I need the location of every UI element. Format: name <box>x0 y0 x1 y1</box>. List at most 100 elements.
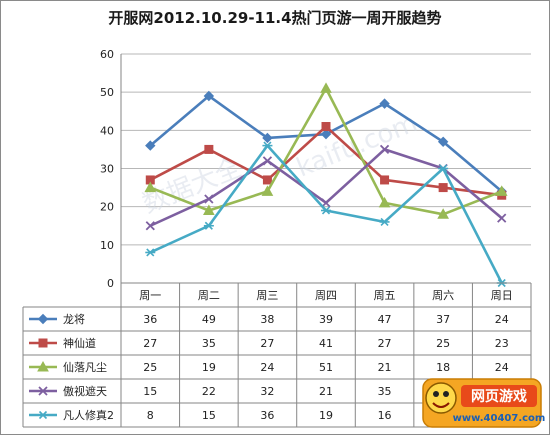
series-3 <box>144 82 508 219</box>
legend-label: 凡人修真2 <box>63 408 114 422</box>
y-tick-label: 20 <box>100 201 114 214</box>
legend-label: 龙将 <box>63 313 85 326</box>
site-badge: 网页游戏 www.40407.com <box>422 378 546 428</box>
x-category-label: 周四 <box>315 289 337 302</box>
data-point <box>379 144 390 155</box>
data-point <box>378 196 391 208</box>
data-point <box>262 141 273 150</box>
table-cell: 41 <box>319 337 333 350</box>
data-point <box>203 90 215 102</box>
table-cell: 38 <box>260 313 274 326</box>
y-tick-label: 40 <box>100 124 114 137</box>
data-point <box>320 128 332 140</box>
table-cell: 49 <box>202 313 216 326</box>
series-layer <box>144 82 508 288</box>
data-point <box>321 122 331 132</box>
table-cell: 15 <box>143 385 157 398</box>
data-point <box>145 248 156 257</box>
table-cell: 32 <box>260 385 274 398</box>
table-cell: 47 <box>378 313 392 326</box>
chart-title: 开服网2012.10.29-11.4热门页游一周开服趋势 <box>108 9 441 27</box>
table-cell: 19 <box>319 409 333 422</box>
legend-key <box>29 410 57 420</box>
table-cell: 24 <box>495 361 509 374</box>
data-point <box>262 175 272 185</box>
legend-key <box>29 386 57 396</box>
data-point <box>145 140 156 151</box>
mascot-mouth <box>432 402 450 408</box>
data-point-stroke <box>38 410 48 420</box>
data-point <box>37 313 49 325</box>
legend-key <box>29 360 57 372</box>
data-point <box>203 204 215 215</box>
x-category-label: 周二 <box>198 289 220 302</box>
data-point <box>145 221 155 231</box>
y-tick-label: 0 <box>107 277 114 290</box>
data-point-stroke <box>379 144 390 155</box>
badge-title: 网页游戏 <box>471 388 527 405</box>
data-point <box>497 213 507 223</box>
x-category-label: 周五 <box>374 289 396 302</box>
data-point-stroke <box>321 198 331 208</box>
data-point-stroke <box>263 141 272 150</box>
data-point <box>204 144 214 154</box>
table-cell: 16 <box>378 409 392 422</box>
table-cell: 35 <box>378 385 392 398</box>
data-point <box>437 208 449 219</box>
y-tick-label: 50 <box>100 86 114 99</box>
data-point <box>438 164 449 173</box>
data-point <box>321 206 331 215</box>
table-cell: 18 <box>436 361 450 374</box>
series-1 <box>145 90 507 197</box>
data-point <box>380 175 390 185</box>
data-point <box>203 221 214 230</box>
data-point <box>379 98 390 109</box>
table-cell: 36 <box>260 409 274 422</box>
table-cell: 36 <box>143 313 157 326</box>
data-point <box>261 185 274 196</box>
mascot-icon <box>425 382 457 414</box>
data-point-stroke <box>439 164 448 173</box>
data-point <box>438 183 448 193</box>
table-cell: 24 <box>260 361 274 374</box>
legend-label: 神仙道 <box>63 336 96 350</box>
data-point <box>37 360 49 372</box>
table-cell: 39 <box>319 313 333 326</box>
mascot-eye-right <box>443 391 449 397</box>
table-cell: 19 <box>202 361 216 374</box>
series-2 <box>145 122 507 200</box>
badge-url: www.40407.com <box>453 413 546 424</box>
table-cell: 35 <box>202 337 216 350</box>
data-point <box>38 386 48 396</box>
legend-label: 傲视遮天 <box>63 384 107 398</box>
table-cell: 22 <box>202 385 216 398</box>
badge-title-bg <box>461 385 537 407</box>
table-cell: 37 <box>436 313 450 326</box>
series-5 <box>145 141 507 288</box>
data-point <box>38 338 48 348</box>
y-tick-label: 60 <box>100 48 114 61</box>
data-point-stroke <box>262 156 273 166</box>
data-point-stroke <box>497 213 507 223</box>
table-cell: 27 <box>143 337 157 350</box>
data-point <box>320 82 332 93</box>
table-cell: 25 <box>436 337 450 350</box>
legend-key <box>29 313 57 325</box>
table-cell: 24 <box>495 313 509 326</box>
data-point <box>144 181 157 193</box>
data-point <box>204 194 214 204</box>
data-point-stroke <box>145 221 155 231</box>
data-point <box>38 410 48 420</box>
x-category-label: 周六 <box>432 289 454 302</box>
data-point <box>262 156 273 166</box>
data-point-stroke <box>146 248 155 257</box>
x-category-label: 周一 <box>139 289 161 302</box>
y-tick-label: 10 <box>100 239 114 252</box>
data-point-stroke <box>204 221 213 230</box>
table-cell: 25 <box>143 361 157 374</box>
table-cell: 21 <box>378 361 392 374</box>
data-point <box>437 136 449 147</box>
data-point-stroke <box>380 217 389 226</box>
